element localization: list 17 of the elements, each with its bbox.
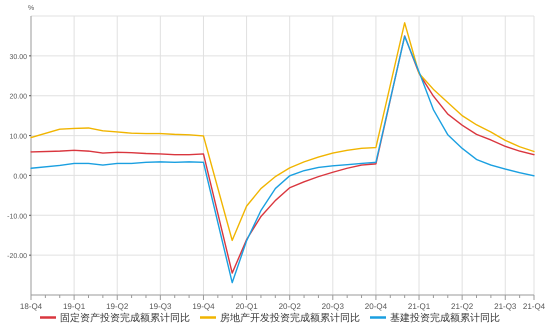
x-tick-label: 18-Q4	[20, 302, 43, 311]
x-tick-label: 20-Q1	[235, 302, 258, 311]
legend-label: 固定资产投资完成额累计同比	[60, 312, 190, 324]
x-tick-label: 19-Q4	[192, 302, 216, 311]
x-tick-label: 21-Q1	[408, 302, 431, 311]
x-tick-label: 19-Q2	[106, 302, 129, 311]
legend-label: 房地产开发投资完成额累计同比	[220, 312, 360, 324]
x-tick-label: 21-Q2	[451, 302, 474, 311]
legend-label: 基建投资完成额累计同比	[390, 312, 500, 324]
line-series	[30, 22, 535, 242]
x-tick-label: 20-Q3	[322, 302, 344, 311]
x-tick-label: 19-Q3	[149, 302, 172, 311]
x-tick-label: 19-Q1	[62, 302, 86, 311]
x-tick-label: 20-Q4	[364, 302, 388, 311]
x-tick-label: 20-Q2	[278, 302, 302, 311]
x-tick-label: 21-Q3	[494, 302, 517, 311]
x-tick-label: 21-Q4	[522, 302, 546, 311]
